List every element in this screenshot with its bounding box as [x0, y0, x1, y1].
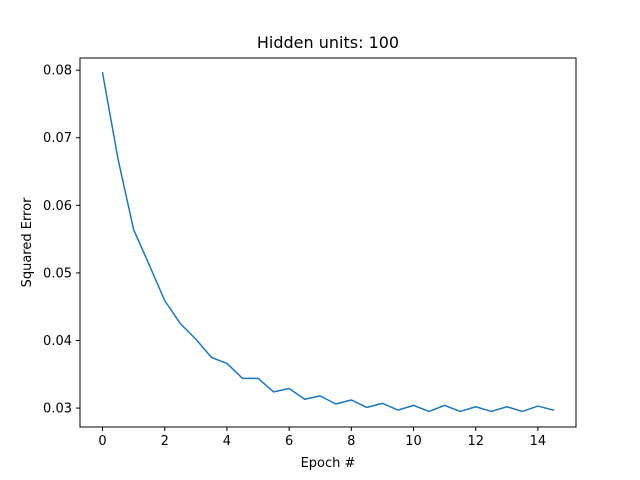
- y-tick-label: 0.04: [43, 334, 72, 349]
- x-tick-label: 8: [347, 434, 355, 449]
- y-tick-label: 0.08: [43, 64, 72, 79]
- x-axis-label: Epoch #: [301, 456, 356, 471]
- y-tick-label: 0.05: [43, 266, 72, 281]
- y-tick-label: 0.07: [43, 131, 72, 146]
- squared-error-series-line: [101, 71, 555, 413]
- y-axis-label: Squared Error: [20, 197, 35, 287]
- series-layer: [101, 71, 555, 413]
- plot-area-frame: [79, 57, 577, 428]
- x-tick-label: 10: [405, 434, 422, 449]
- x-tick-label: 6: [285, 434, 293, 449]
- y-axis-ticks: 0.03 0.04 0.05 0.06 0.07 0.08: [43, 64, 80, 417]
- x-tick-label: 12: [467, 434, 484, 449]
- x-tick-label: 0: [98, 434, 106, 449]
- y-tick-label: 0.03: [43, 402, 72, 417]
- y-tick-label: 0.06: [43, 199, 72, 214]
- x-tick-label: 14: [530, 434, 547, 449]
- x-tick-label: 4: [223, 434, 231, 449]
- x-tick-label: 2: [161, 434, 169, 449]
- x-axis-ticks: 0 2 4 6 8 10 12 14: [98, 427, 546, 449]
- chart-title: Hidden units: 100: [257, 33, 399, 52]
